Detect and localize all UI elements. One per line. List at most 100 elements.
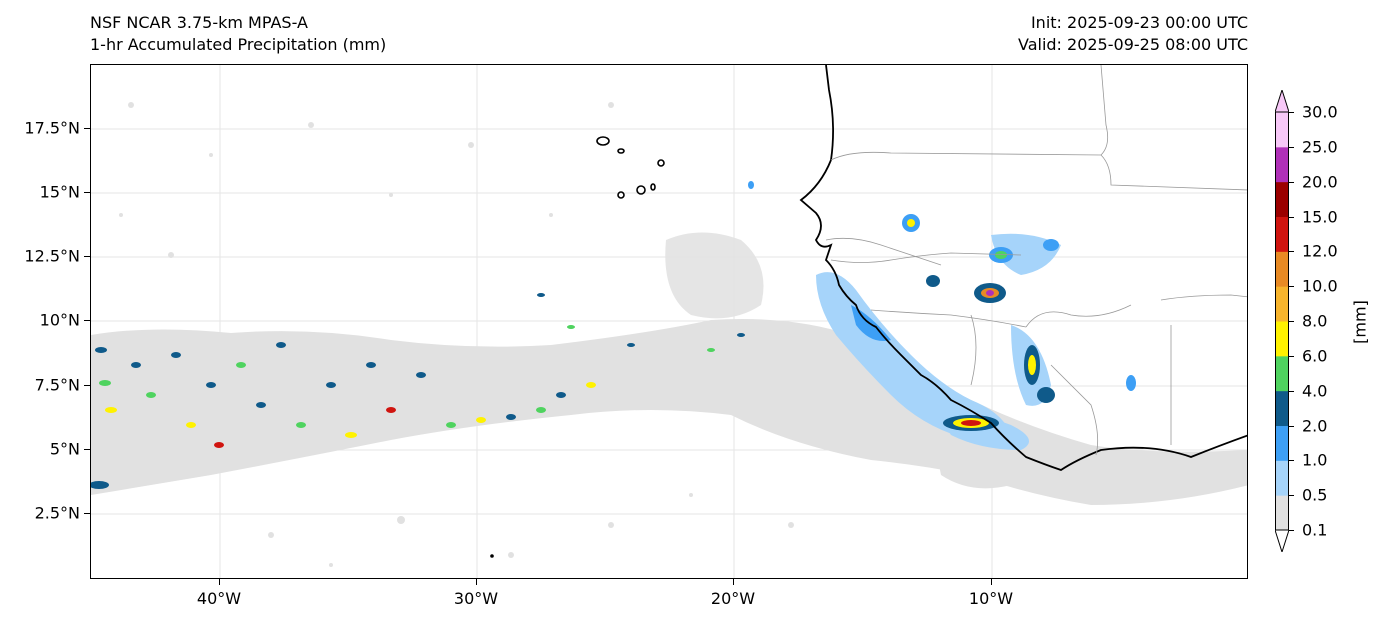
lat-label: 7.5°N — [34, 375, 80, 395]
border — [830, 151, 1247, 191]
rain-cell — [627, 343, 635, 347]
colorbar-tick — [1289, 390, 1294, 392]
rain-cell — [91, 481, 109, 489]
lon-tick — [219, 579, 220, 585]
cape-verde-islands — [596, 136, 665, 199]
border — [970, 314, 977, 386]
rain-cell — [416, 372, 426, 378]
map-panel — [90, 64, 1248, 579]
colorbar-segment — [1275, 390, 1289, 426]
rain-cell — [131, 362, 141, 368]
lat-label: 5°N — [49, 439, 80, 459]
rain-cell — [737, 333, 745, 337]
colorbar-tick — [1289, 216, 1294, 218]
lat-tick — [84, 385, 90, 386]
lat-tick — [84, 256, 90, 257]
colorbar-tick — [1289, 495, 1294, 497]
model-title: NSF NCAR 3.75-km MPAS-A — [90, 13, 308, 32]
colorbar-outline — [1275, 111, 1289, 531]
colorbar-segment — [1275, 321, 1289, 357]
colorbar-tick — [1289, 112, 1294, 113]
colorbar-tick — [1289, 530, 1294, 531]
colorbar-segment — [1275, 216, 1289, 252]
speck — [268, 532, 274, 538]
rain-cell — [186, 422, 196, 428]
border — [1025, 304, 1132, 328]
colorbar-segment — [1275, 495, 1289, 531]
colorbar-level-label: 0.5 — [1302, 485, 1328, 505]
border — [830, 252, 1022, 263]
colorbar-level-label: 15.0 — [1302, 207, 1338, 226]
rain-cell-core — [1028, 355, 1036, 375]
speck — [119, 213, 123, 217]
rain-cell — [366, 362, 376, 368]
speck — [549, 213, 553, 217]
rain-cell — [146, 392, 156, 398]
island-dot — [490, 554, 494, 558]
rain-cell — [707, 348, 715, 352]
colorbar-level-label: 1.0 — [1302, 450, 1328, 470]
precipitation-map — [91, 65, 1247, 578]
border — [1100, 65, 1109, 156]
lat-label: 15°N — [39, 182, 80, 202]
lat-label: 17.5°N — [24, 118, 80, 138]
colorbar-segment — [1275, 112, 1289, 148]
colorbar-level-label: 10.0 — [1302, 276, 1338, 296]
border — [1050, 364, 1099, 456]
colorbar-level-label: 20.0 — [1302, 172, 1338, 192]
rain-cell — [99, 380, 111, 386]
colorbar-tick — [1289, 251, 1294, 253]
rain-cell — [506, 414, 516, 420]
init-time: Init: 2025-09-23 00:00 UTC — [1030, 13, 1248, 32]
speck — [389, 193, 393, 197]
colorbar-level-label: 12.0 — [1302, 241, 1338, 261]
lon-label: 20°W — [710, 589, 756, 608]
rain-cell-core — [961, 420, 981, 426]
colorbar-tick — [1289, 146, 1294, 148]
rain-cell — [748, 181, 754, 189]
speck — [168, 252, 174, 258]
rain-cell-core — [986, 290, 994, 296]
drizzle-field — [91, 232, 1247, 505]
colorbar-extend-max — [1275, 90, 1289, 113]
colorbar-segment — [1275, 425, 1289, 461]
lat-tick — [84, 128, 90, 129]
speck — [308, 122, 314, 128]
lon-label: 30°W — [453, 589, 499, 608]
speck — [397, 516, 405, 524]
speck — [209, 153, 213, 157]
speck — [608, 522, 614, 528]
rain-cell — [926, 275, 940, 287]
rain-cell — [1037, 387, 1055, 403]
lon-label: 10°W — [968, 589, 1014, 608]
border — [870, 309, 1027, 328]
colorbar-level-label: 2.0 — [1302, 416, 1328, 435]
rain-cell — [476, 417, 486, 423]
lat-tick — [84, 192, 90, 193]
rain-cell — [1043, 239, 1059, 251]
rain-cell — [95, 347, 107, 353]
border — [1160, 294, 1247, 301]
rain-cell-core — [907, 219, 915, 227]
rain-cell — [105, 407, 117, 413]
speck — [468, 142, 474, 148]
lat-tick — [84, 449, 90, 450]
valid-time: Valid: 2025-09-25 08:00 UTC — [1017, 35, 1248, 54]
speck — [788, 522, 794, 528]
colorbar-tick — [1289, 286, 1294, 288]
units-label: [mm] — [1350, 300, 1370, 344]
title-left: NSF NCAR 3.75-km MPAS-A 1-hr Accumulated… — [90, 12, 386, 56]
colorbar-level-label: 6.0 — [1302, 346, 1328, 366]
title-right: Init: 2025-09-23 00:00 UTC Valid: 2025-0… — [1018, 12, 1248, 56]
drizzle-patch — [665, 232, 764, 319]
lat-label: 10°N — [39, 310, 80, 330]
speck — [608, 102, 614, 108]
rain-cell — [236, 362, 246, 368]
lon-tick — [991, 579, 992, 585]
lat-tick — [84, 513, 90, 514]
lat-label: 2.5°N — [34, 503, 80, 523]
speck — [329, 563, 333, 567]
colorbar-segment — [1275, 251, 1289, 287]
colorbar-level-label: 0.1 — [1302, 520, 1328, 540]
lon-label: 40°W — [196, 589, 242, 608]
